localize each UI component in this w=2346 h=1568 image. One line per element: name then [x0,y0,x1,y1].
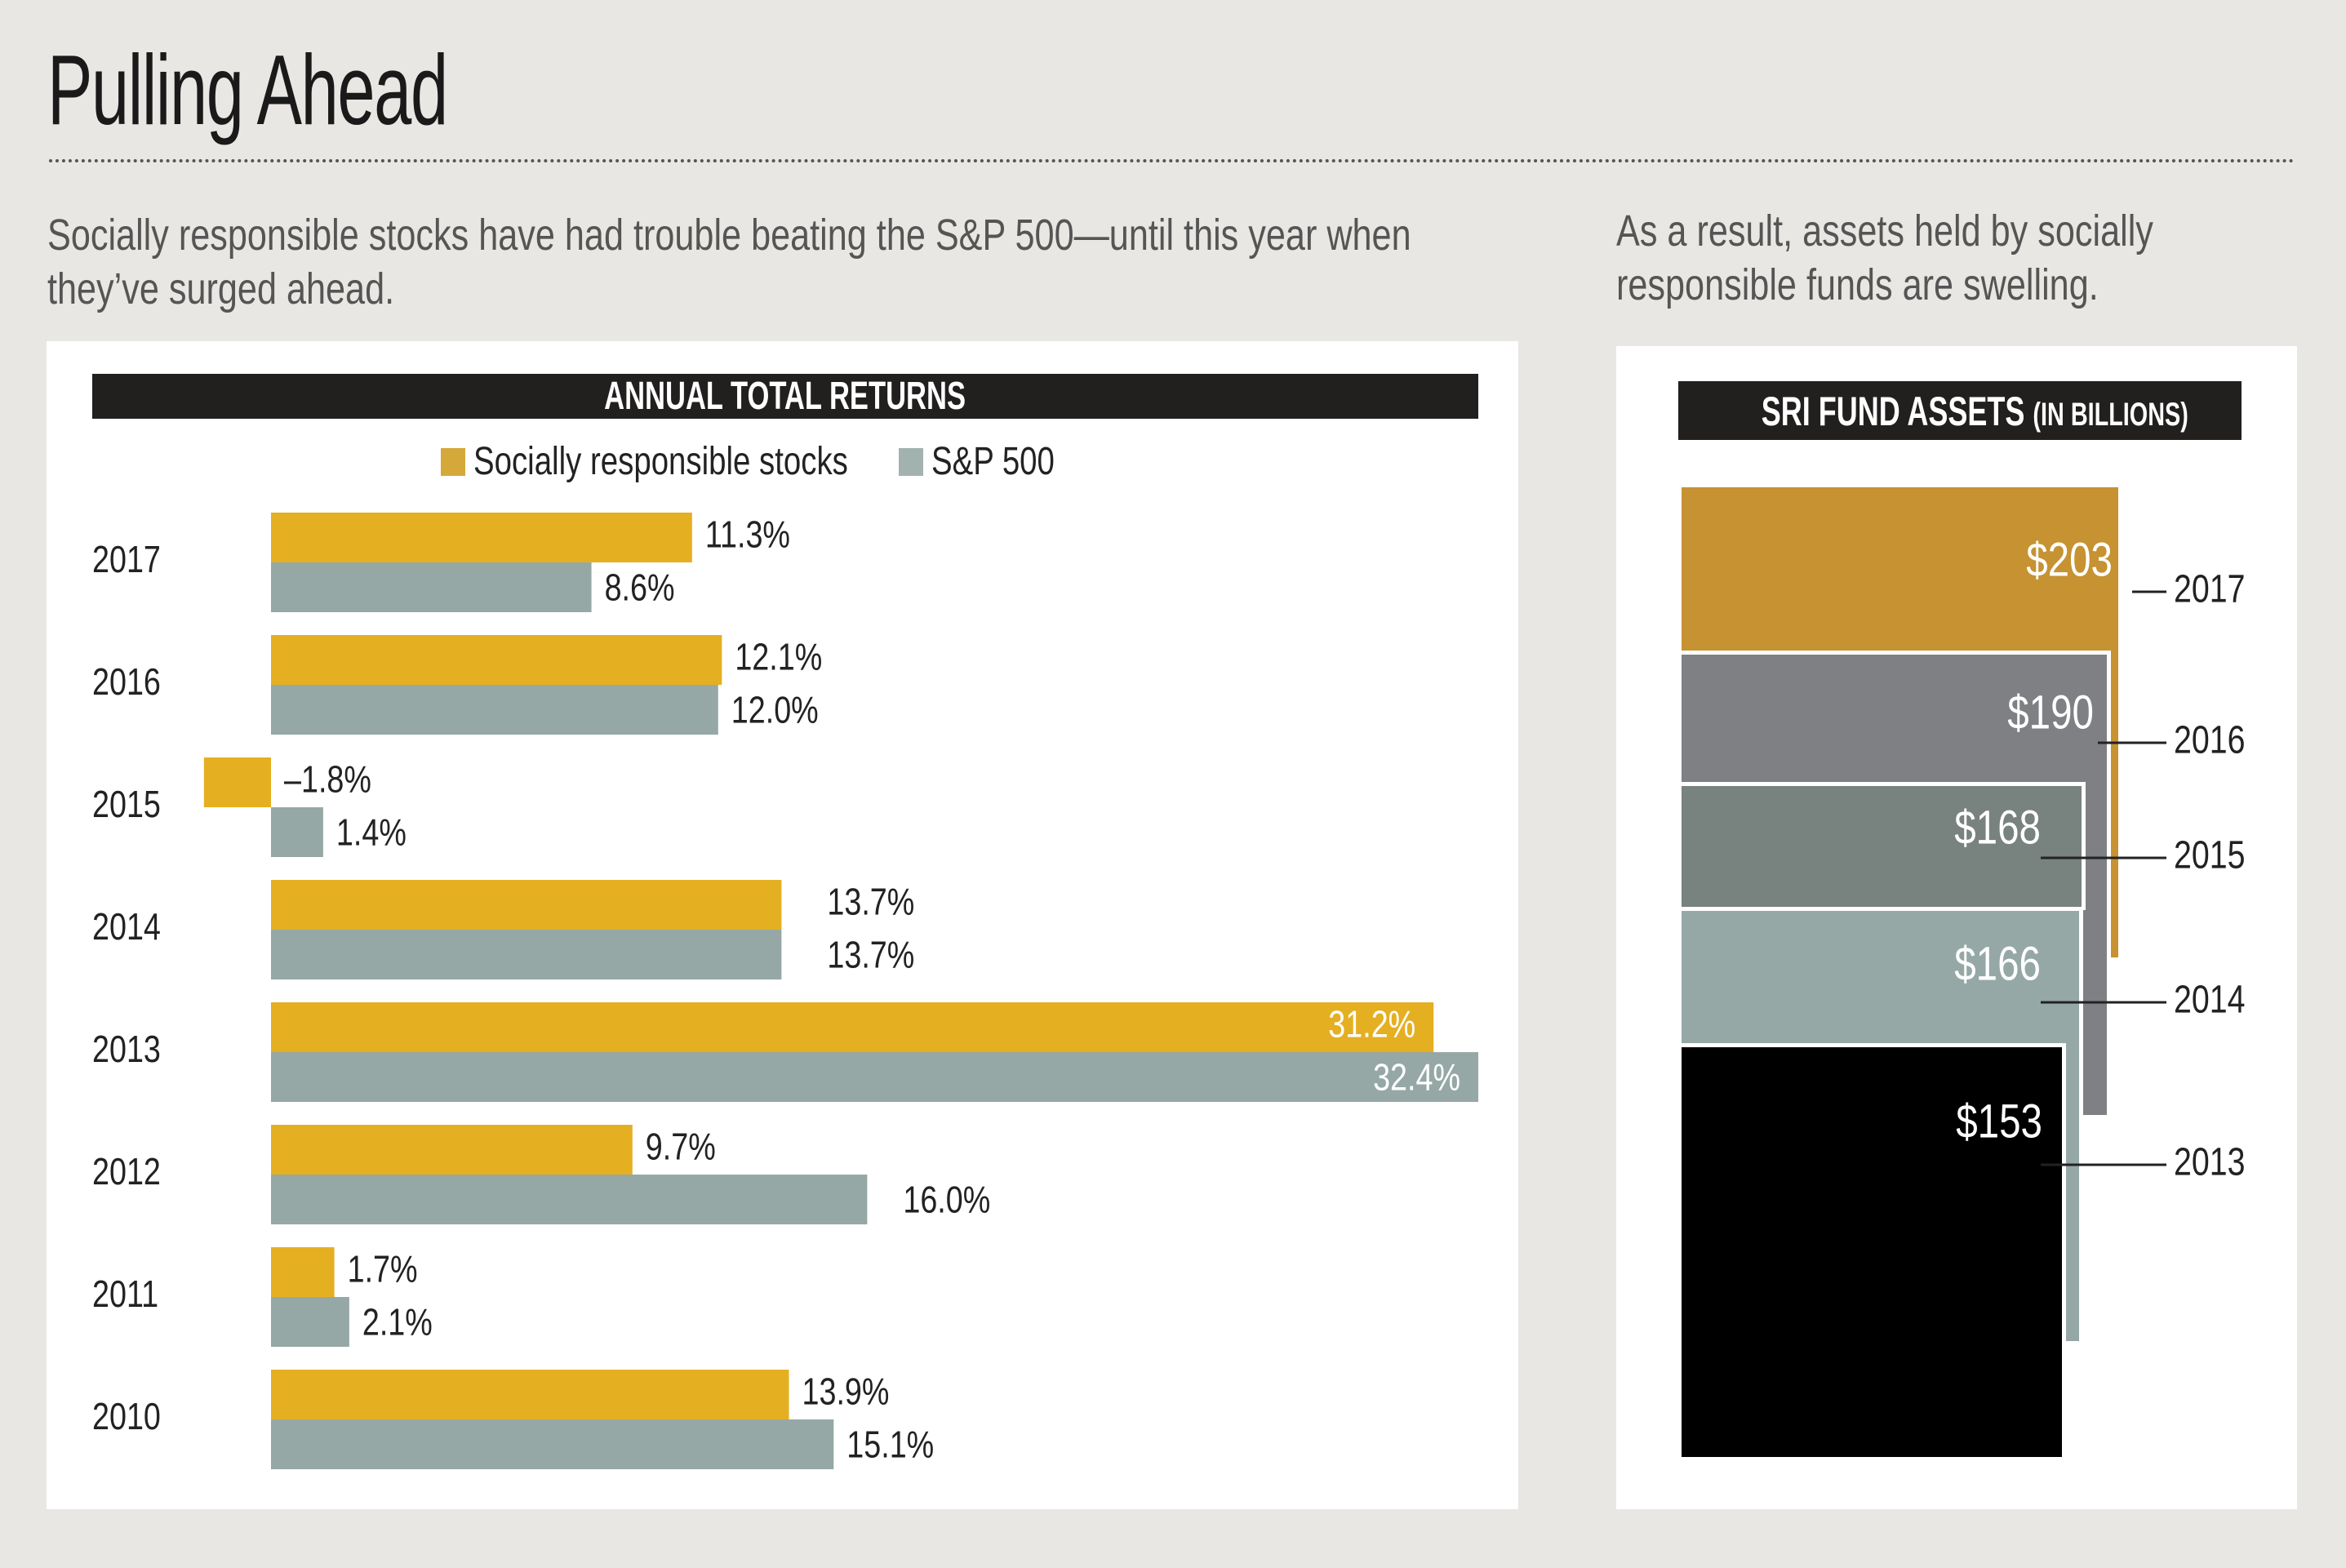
legend-label-sp500: S&P 500 [931,440,1055,483]
assets-chart-title: SRI FUND ASSETS (IN BILLIONS) [1678,381,2242,440]
assets-subtitle: As a result, assets held by socially res… [1616,204,2346,312]
returns-subtitle-line-2: they’ve surged ahead. [47,264,395,313]
legend-swatch-sri [441,447,465,476]
returns-subtitle-line-1: Socially responsible stocks have had tro… [47,211,1411,260]
returns-subtitle: Socially responsible stocks have had tro… [47,208,1843,316]
legend-item-sri: Socially responsible stocks [441,439,942,484]
returns-legend: Socially responsible stocks S&P 500 [441,439,1086,488]
assets-subtitle-line-2: responsible funds are swelling. [1616,260,2099,309]
page-title: Pulling Ahead [47,34,448,145]
assets-chart-panel [1616,346,2297,1509]
legend-swatch-sp500 [898,447,923,476]
legend-item-sp500: S&P 500 [898,439,1086,484]
returns-chart-title: ANNUAL TOTAL RETURNS [92,374,1478,419]
assets-title-main: SRI FUND ASSETS [1761,389,2025,434]
returns-chart-panel [47,341,1518,1509]
legend-label-sri: Socially responsible stocks [473,440,848,483]
dotted-divider [49,159,2295,162]
assets-subtitle-line-1: As a result, assets held by socially [1616,207,2153,255]
assets-title-unit: (IN BILLIONS) [2033,397,2188,433]
